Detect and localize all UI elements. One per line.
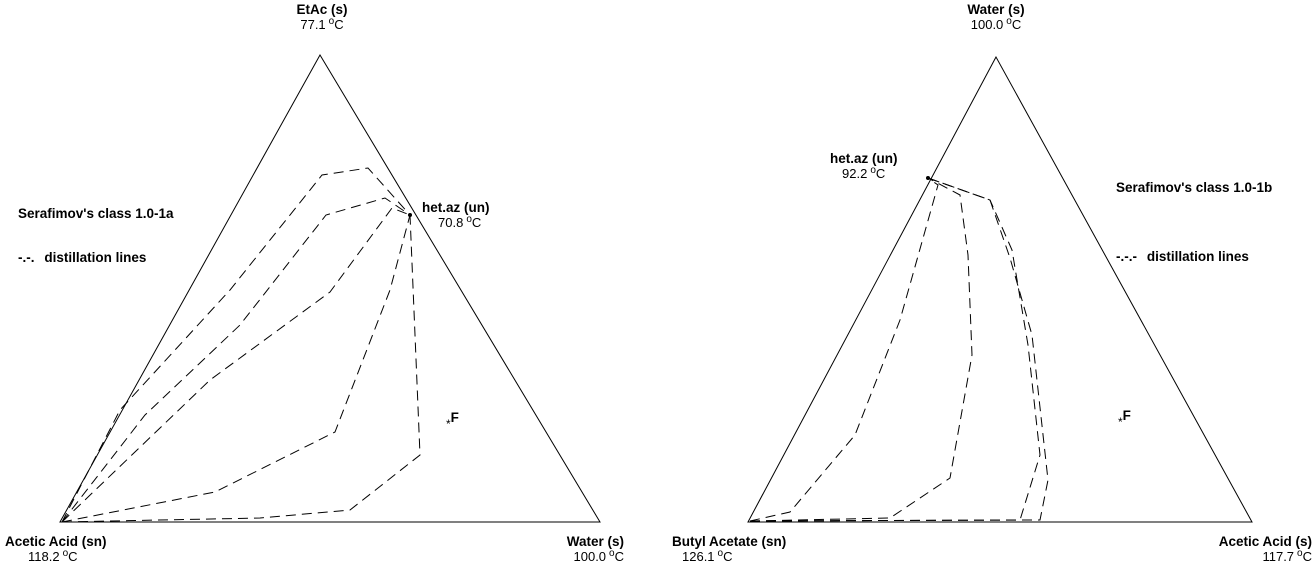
azeotrope-point (408, 213, 412, 217)
distillation-line (61, 214, 411, 523)
top-vertex-name: Water (s) (967, 2, 1025, 17)
ternary-diagram-right: Water (s) 100.0 oC Butyl Acetate (sn) 126… (660, 0, 1316, 570)
right-vertex-label: Acetic Acid (s) 117.7 oC (1188, 534, 1312, 564)
azeotrope-label: het.az (un) 70.8 oC (422, 200, 490, 230)
distillation-line (749, 177, 1049, 522)
azeotrope-temp: 92.2 (842, 166, 868, 181)
triangle-outline (59, 54, 601, 523)
feed-label: F (1122, 408, 1131, 423)
feed-point: *F (446, 410, 459, 431)
right-vertex-temp: 100.0 (573, 549, 607, 564)
feed-marker: * (446, 417, 451, 431)
top-vertex-temp: 100.0 (970, 17, 1004, 32)
distillation-line (749, 177, 939, 522)
distillation-line (61, 167, 411, 523)
class-label: Serafimov's class 1.0-1b (1116, 180, 1273, 195)
triangle-outline (747, 55, 1253, 523)
left-vertex-temp: 126.1 (682, 549, 715, 564)
distillation-line (61, 207, 411, 523)
ternary-plot-right (747, 55, 1253, 523)
distillation-line (749, 177, 973, 522)
legend-symbol: -.-. (18, 250, 35, 265)
feed-label: F (450, 410, 459, 425)
legend-symbol: -.-.- (1116, 249, 1137, 264)
class-label: Serafimov's class 1.0-1a (18, 206, 174, 221)
azeotrope-temp: 70.8 (438, 215, 464, 230)
azeotrope-label: het.az (un) 92.2 oC (830, 151, 898, 181)
feed-marker: * (1118, 415, 1123, 429)
legend: -.-. distillation lines (18, 250, 146, 265)
legend-text: distillation lines (44, 250, 147, 265)
right-vertex-name: Water (s) (566, 534, 624, 549)
right-vertex-temp: 117.7 (1262, 549, 1295, 564)
ternary-diagram-left: EtAc (s) 77.1 oC Acetic Acid (sn) 118.2 oC… (5, 2, 624, 564)
left-vertex-name: Butyl Acetate (sn) (672, 534, 787, 549)
azeotrope-point (926, 176, 930, 180)
top-vertex-temp: 77.1 (300, 17, 326, 32)
left-vertex-temp: 118.2 (28, 549, 60, 564)
distillation-line (61, 214, 421, 523)
feed-point: *F (1118, 408, 1131, 429)
top-vertex-label: Water (s) 100.0 oC (956, 2, 1036, 32)
distillation-line (749, 177, 1041, 522)
right-vertex-label: Water (s) 100.0 oC (548, 534, 624, 564)
distillation-line (61, 197, 411, 523)
left-vertex-name: Acetic Acid (sn) (5, 534, 107, 549)
azeotrope-name: het.az (un) (422, 200, 490, 215)
top-vertex-name: EtAc (s) (296, 2, 348, 17)
top-vertex-label: EtAc (s) 77.1 oC (282, 2, 362, 32)
left-vertex-label: Butyl Acetate (sn) 126.1 oC (672, 534, 787, 564)
legend: -.-.- distillation lines (1116, 249, 1249, 264)
right-vertex-name: Acetic Acid (s) (1218, 534, 1312, 549)
ternary-plot-left (59, 54, 601, 523)
legend-text: distillation lines (1146, 249, 1249, 264)
left-vertex-label: Acetic Acid (sn) 118.2 oC (5, 534, 107, 564)
azeotrope-name: het.az (un) (830, 151, 898, 166)
